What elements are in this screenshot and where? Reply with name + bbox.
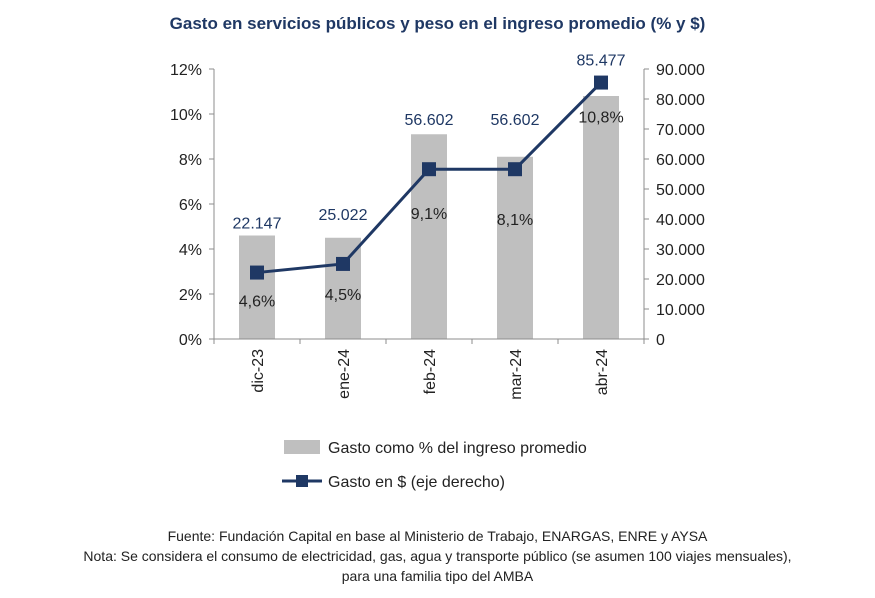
note-line-2: para una familia tipo del AMBA [341,568,534,584]
left-tick-label: 4% [179,242,202,259]
right-tick-label: 50.000 [656,182,705,199]
note-line-1: Nota: Se considera el consumo de electri… [83,548,792,564]
bar-abr-24 [583,96,619,339]
right-tick-label: 40.000 [656,212,705,229]
right-tick-label: 20.000 [656,272,705,289]
value-label-dic-23: 22.147 [233,216,282,233]
x-tick-label: feb-24 [422,349,439,394]
chart-notes: Fuente: Fundación Capital en base al Min… [0,526,875,586]
bar-mar-24 [497,156,533,339]
percent-label-abr-24: 10,8% [578,110,623,127]
legend-line-marker [296,475,308,487]
x-tick-label: ene-24 [336,349,353,399]
line-marker-ene-24 [336,256,350,271]
left-tick-label: 10% [170,107,202,124]
percent-label-feb-24: 9,1% [411,206,447,223]
right-tick-label: 70.000 [656,122,705,139]
line-marker-abr-24 [594,75,608,90]
right-tick-label: 80.000 [656,92,705,109]
percent-label-dic-23: 4,6% [239,294,275,311]
right-tick-label: 10.000 [656,302,705,319]
value-label-feb-24: 56.602 [405,112,454,129]
left-tick-label: 12% [170,62,202,79]
line-marker-dic-23 [250,265,264,280]
percent-label-ene-24: 4,5% [325,287,361,304]
x-tick-label: mar-24 [508,349,525,400]
left-tick-label: 6% [179,197,202,214]
value-label-abr-24: 85.477 [577,53,626,70]
right-tick-label: 60.000 [656,152,705,169]
bar-ene-24 [325,237,361,339]
legend-bar-label: Gasto como % del ingreso promedio [328,440,587,457]
right-tick-label: 30.000 [656,242,705,259]
right-tick-label: 90.000 [656,62,705,79]
left-tick-label: 2% [179,287,202,304]
right-tick-label: 0 [656,332,665,349]
x-tick-label: dic-23 [250,349,267,393]
value-label-mar-24: 56.602 [491,112,540,129]
legend-bar-swatch [284,440,320,454]
left-tick-label: 0% [179,332,202,349]
value-label-ene-24: 25.022 [319,207,368,224]
percent-label-mar-24: 8,1% [497,212,533,229]
line-marker-mar-24 [508,162,522,177]
x-tick-label: abr-24 [594,349,611,395]
chart-title: Gasto en servicios públicos y peso en el… [169,14,706,33]
bar-dic-23 [239,235,275,339]
legend-line-label: Gasto en $ (eje derecho) [328,474,505,491]
chart: 0% 2% 4% 6% 8% 10% 12% 0 10.000 20.000 30.000 40.00… [170,53,705,491]
line-marker-feb-24 [422,162,436,177]
source-note: Fuente: Fundación Capital en base al Min… [167,528,708,544]
left-tick-label: 8% [179,152,202,169]
